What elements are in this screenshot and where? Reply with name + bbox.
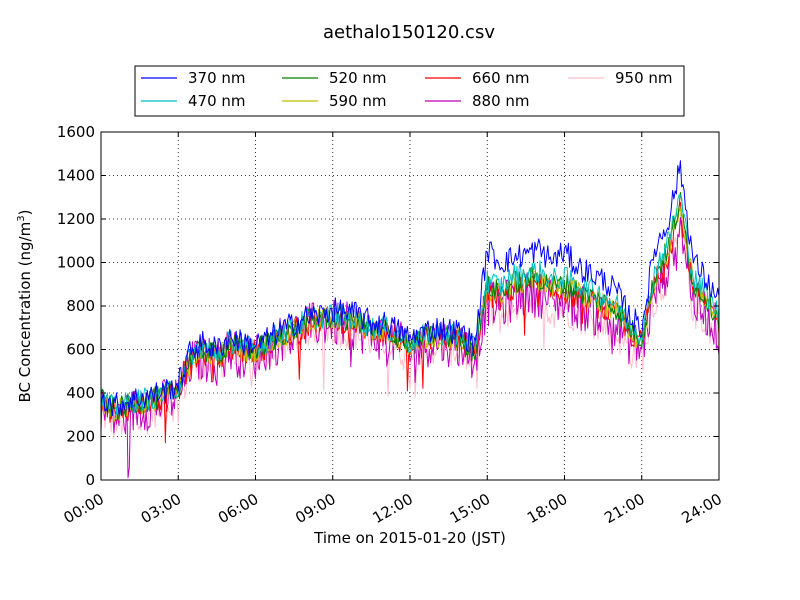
x-tick-label: 21:00 — [601, 490, 647, 527]
series-line-370-nm — [100, 160, 720, 417]
x-tick-label: 03:00 — [138, 490, 184, 527]
x-tick-label: 09:00 — [292, 490, 338, 527]
x-tick-label: 15:00 — [447, 490, 493, 527]
y-tick-label: 600 — [66, 341, 95, 359]
x-tick-label: 00:00 — [61, 490, 107, 527]
y-tick-label: 0 — [85, 471, 95, 489]
legend-label: 660 nm — [472, 69, 530, 87]
x-axis-label: Time on 2015-01-20 (JST) — [313, 529, 506, 547]
x-tick-label: 12:00 — [370, 490, 416, 527]
series-line-470-nm — [100, 194, 720, 416]
series-line-520-nm — [100, 192, 720, 421]
legend-label: 470 nm — [188, 92, 246, 110]
y-tick-label: 1200 — [57, 210, 95, 228]
series-layer — [100, 160, 720, 479]
x-tick-label: 24:00 — [679, 490, 725, 527]
y-tick-label: 800 — [66, 297, 95, 315]
grid — [101, 132, 719, 480]
legend-label: 370 nm — [188, 69, 246, 87]
y-axis-label-main: BC Concentration (ng/m — [16, 222, 34, 403]
y-tick-label: 200 — [66, 428, 95, 446]
y-tick-label: 1600 — [57, 123, 95, 141]
y-tick-label: 400 — [66, 384, 95, 402]
y-tick-label: 1400 — [57, 167, 95, 185]
x-tick-label: 06:00 — [215, 490, 261, 527]
y-axis-label: BC Concentration (ng/m3) — [16, 210, 34, 403]
legend: 370 nm 470 nm 520 nm 590 nm 660 nm 880 nm 950 … — [134, 65, 685, 117]
series-line-950-nm — [100, 213, 720, 439]
legend-label: 520 nm — [329, 69, 387, 87]
legend-label: 880 nm — [472, 92, 530, 110]
y-axis-label-end: ) — [16, 210, 34, 216]
y-tick-label: 1000 — [57, 254, 95, 272]
chart-title: aethalo150120.csv — [323, 22, 495, 43]
series-line-880-nm — [100, 217, 720, 479]
y-axis: 0 200 400 600 800 1000 1200 1400 1600 — [57, 123, 719, 489]
legend-box — [134, 65, 685, 117]
legend-label: 950 nm — [615, 69, 673, 87]
y-axis-label-sup: 3 — [16, 215, 27, 221]
legend-label: 590 nm — [329, 92, 387, 110]
x-tick-label: 18:00 — [524, 490, 570, 527]
